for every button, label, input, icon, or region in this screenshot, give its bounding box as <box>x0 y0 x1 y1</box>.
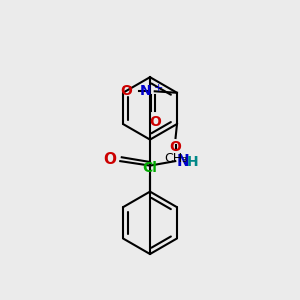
Text: O: O <box>120 84 132 98</box>
Text: N: N <box>140 84 151 98</box>
Text: CH₃: CH₃ <box>164 152 187 165</box>
Text: H: H <box>187 155 198 169</box>
Text: O: O <box>169 140 181 154</box>
Text: +: + <box>154 83 163 93</box>
Text: O: O <box>104 152 117 167</box>
Text: N: N <box>177 154 190 169</box>
Text: O: O <box>149 115 161 129</box>
Text: −: − <box>121 81 132 94</box>
Text: Cl: Cl <box>142 161 158 175</box>
